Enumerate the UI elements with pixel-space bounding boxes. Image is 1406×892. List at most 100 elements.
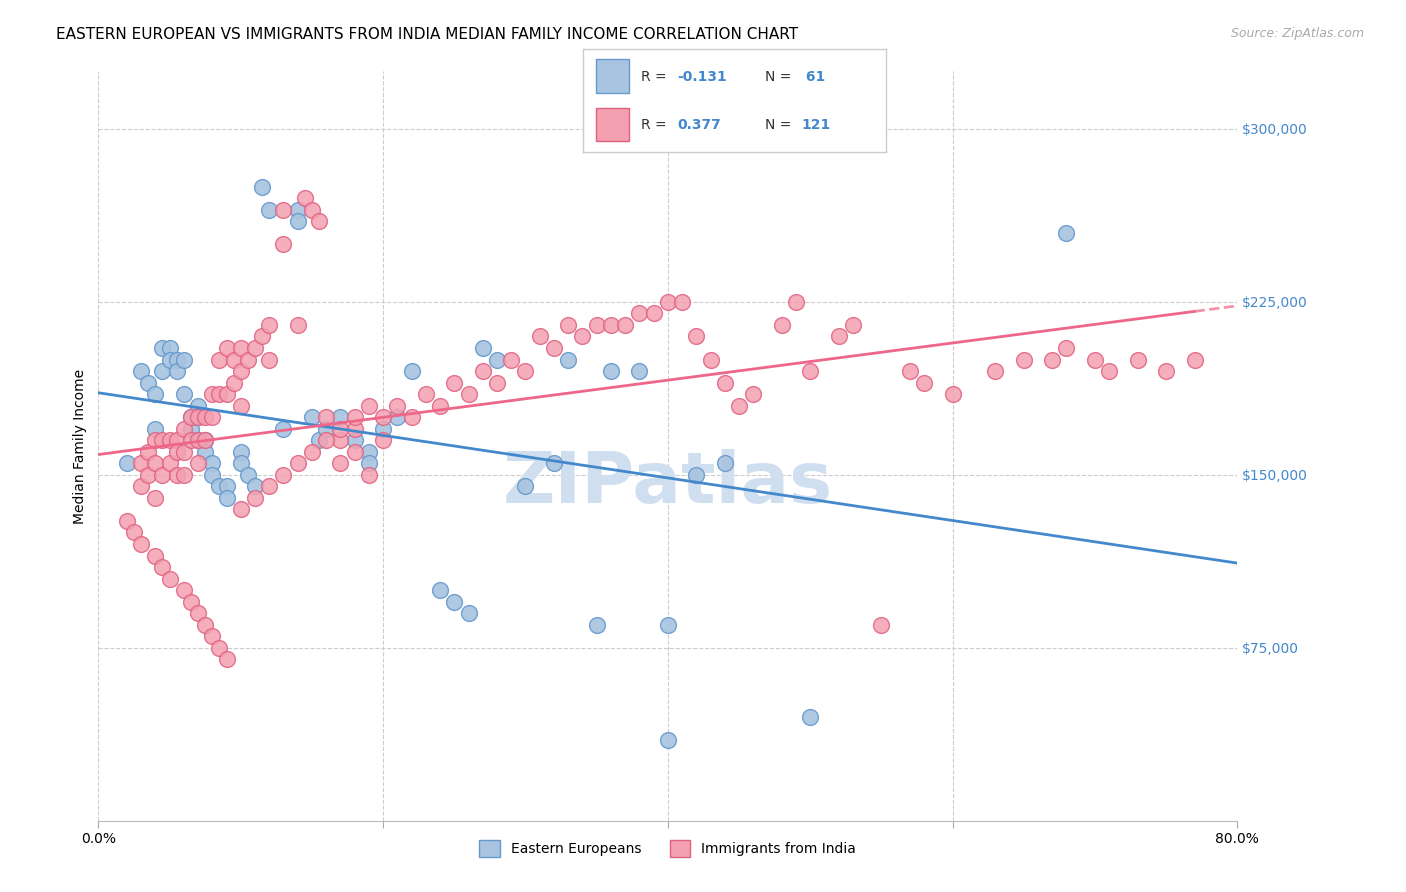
Point bbox=[273, 467, 295, 482]
Point bbox=[329, 410, 352, 425]
Point bbox=[373, 410, 395, 425]
Text: 61: 61 bbox=[801, 70, 825, 84]
Point bbox=[180, 410, 202, 425]
Text: EASTERN EUROPEAN VS IMMIGRANTS FROM INDIA MEDIAN FAMILY INCOME CORRELATION CHART: EASTERN EUROPEAN VS IMMIGRANTS FROM INDI… bbox=[56, 27, 799, 42]
Point bbox=[287, 456, 309, 470]
Point bbox=[201, 410, 224, 425]
Point bbox=[194, 434, 217, 448]
Point bbox=[180, 422, 202, 436]
Point bbox=[145, 387, 167, 401]
Point bbox=[187, 606, 209, 620]
Point bbox=[194, 410, 217, 425]
Point bbox=[842, 318, 865, 332]
Point bbox=[571, 329, 593, 343]
Text: N =: N = bbox=[765, 70, 796, 84]
Point bbox=[259, 318, 281, 332]
Point bbox=[152, 341, 174, 355]
Point bbox=[159, 341, 181, 355]
Point bbox=[1056, 226, 1078, 240]
Point bbox=[585, 617, 607, 632]
Legend: Eastern Europeans, Immigrants from India: Eastern Europeans, Immigrants from India bbox=[474, 834, 862, 863]
Point bbox=[301, 202, 323, 217]
Point bbox=[115, 456, 138, 470]
Point bbox=[1126, 352, 1149, 367]
Point bbox=[187, 456, 209, 470]
Text: 121: 121 bbox=[801, 118, 831, 132]
Point bbox=[984, 364, 1007, 378]
Point bbox=[799, 710, 821, 724]
Point bbox=[443, 594, 465, 608]
Point bbox=[194, 444, 217, 458]
Point bbox=[486, 376, 509, 390]
Point bbox=[657, 733, 679, 747]
Point bbox=[259, 202, 281, 217]
Point bbox=[343, 434, 366, 448]
Point bbox=[543, 341, 565, 355]
Point bbox=[229, 444, 252, 458]
Point bbox=[187, 410, 209, 425]
Point bbox=[600, 364, 623, 378]
Point bbox=[208, 479, 231, 493]
Point bbox=[515, 364, 537, 378]
Point bbox=[287, 214, 309, 228]
Point bbox=[486, 352, 509, 367]
Point bbox=[785, 294, 807, 309]
Point bbox=[287, 202, 309, 217]
Point bbox=[129, 364, 152, 378]
Point bbox=[166, 467, 188, 482]
Point bbox=[714, 456, 737, 470]
Point bbox=[145, 549, 167, 563]
Point bbox=[187, 399, 209, 413]
Point bbox=[614, 318, 637, 332]
Point bbox=[259, 352, 281, 367]
Point bbox=[343, 444, 366, 458]
Point bbox=[145, 456, 167, 470]
Point bbox=[145, 422, 167, 436]
Text: R =: R = bbox=[641, 118, 671, 132]
Point bbox=[287, 318, 309, 332]
Point bbox=[529, 329, 551, 343]
Point bbox=[180, 410, 202, 425]
Point bbox=[714, 376, 737, 390]
Point bbox=[1098, 364, 1121, 378]
Point bbox=[215, 491, 238, 505]
Point bbox=[457, 387, 479, 401]
Point bbox=[243, 491, 266, 505]
Point bbox=[243, 341, 266, 355]
Point bbox=[208, 352, 231, 367]
Point bbox=[152, 364, 174, 378]
Point bbox=[308, 214, 330, 228]
Point bbox=[166, 364, 188, 378]
Point bbox=[373, 434, 395, 448]
Point bbox=[343, 422, 366, 436]
Point bbox=[585, 318, 607, 332]
Point bbox=[129, 537, 152, 551]
Point bbox=[543, 456, 565, 470]
Point bbox=[187, 434, 209, 448]
Point bbox=[415, 387, 437, 401]
Point bbox=[201, 629, 224, 643]
Point bbox=[443, 376, 465, 390]
Point bbox=[600, 318, 623, 332]
Point bbox=[180, 594, 202, 608]
Point bbox=[308, 434, 330, 448]
Point bbox=[208, 640, 231, 655]
Point bbox=[159, 572, 181, 586]
Point bbox=[912, 376, 935, 390]
Point bbox=[152, 434, 174, 448]
Text: N =: N = bbox=[765, 118, 796, 132]
Point bbox=[401, 410, 423, 425]
Point bbox=[329, 434, 352, 448]
Point bbox=[259, 479, 281, 493]
Point bbox=[357, 444, 380, 458]
Point bbox=[315, 422, 337, 436]
Point bbox=[643, 306, 665, 320]
Point bbox=[770, 318, 793, 332]
FancyBboxPatch shape bbox=[596, 60, 628, 93]
Point bbox=[201, 467, 224, 482]
Text: ZIPatlas: ZIPatlas bbox=[503, 449, 832, 518]
Point bbox=[657, 294, 679, 309]
Point bbox=[145, 491, 167, 505]
Point bbox=[742, 387, 765, 401]
Point bbox=[236, 467, 259, 482]
